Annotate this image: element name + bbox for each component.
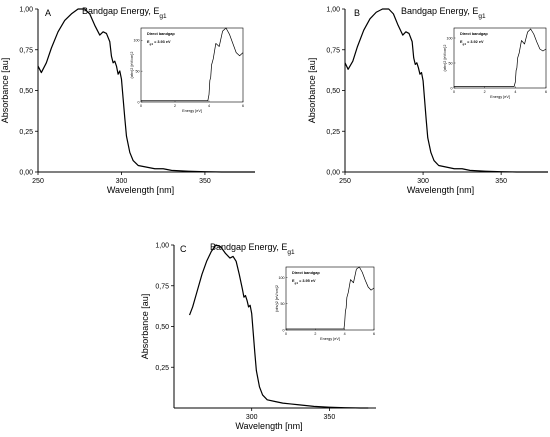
inset-x-tick-label: 6 xyxy=(373,332,375,336)
title-subscript: g1 xyxy=(287,249,295,256)
inset-x-axis-title: Energy [eV] xyxy=(182,109,202,113)
inset-x-tick-label: 2 xyxy=(174,104,176,108)
inset-legend-title: Direct bandgap xyxy=(460,32,488,36)
inset-y-tick-label: 0 xyxy=(283,328,285,332)
x-tick-label: 300 xyxy=(417,178,429,185)
x-tick-label: 300 xyxy=(116,178,128,185)
absorbance-curve xyxy=(37,8,255,173)
y-tick-label: 0,50 xyxy=(19,88,33,95)
chart-title: Bandgap Energy, Eg1 xyxy=(82,6,167,20)
inset-x-axis-title: Energy [eV] xyxy=(320,337,340,341)
inset-bandgap-value: Eg1 = 3.93 eV xyxy=(147,40,171,46)
inset-bandgap-value: Eg1 = 3.95 eV xyxy=(292,279,316,285)
y-tick-label: 0,50 xyxy=(155,324,169,331)
y-tick-label: 0,25 xyxy=(326,129,340,136)
y-tick-label: 0,75 xyxy=(155,283,169,290)
x-tick-label: 350 xyxy=(495,178,507,185)
panel-label: A xyxy=(45,8,51,18)
x-tick-label: 250 xyxy=(339,178,351,185)
inset-y-axis-title: (αhv)2 [eV/cm]2 xyxy=(443,45,447,72)
title-subscript: g1 xyxy=(478,13,486,20)
inset-y-axis-title: (αhv)2 [eV/cm]2 xyxy=(130,52,134,79)
inset-y-tick-label: 100 xyxy=(134,39,140,43)
y-tick-label: 0,50 xyxy=(326,88,340,95)
inset-value-subscript: g1 xyxy=(150,42,154,46)
y-tick-label: 0,25 xyxy=(155,365,169,372)
title-subscript: g1 xyxy=(159,13,167,20)
inset-frame xyxy=(140,27,244,103)
inset-value-text: = 3.95 eV xyxy=(298,279,316,283)
inset-y-tick-label: 0 xyxy=(451,86,453,90)
inset-x-tick-label: 0 xyxy=(453,90,455,94)
inset-chart: 0 50 100 0 2 4 6 Energy [eV] (αhv)2 [eV/cm]2 Dire… xyxy=(443,27,547,99)
y-tick-label: 0,00 xyxy=(19,170,33,177)
inset-x-axis-title: Energy [eV] xyxy=(490,95,510,99)
x-tick-label: 300 xyxy=(246,414,258,421)
inset-frame xyxy=(453,27,547,89)
y-tick-label: 1,00 xyxy=(155,243,169,250)
inset-legend-title: Direct bandgap xyxy=(292,271,320,275)
inset-x-tick-label: 2 xyxy=(314,332,316,336)
inset-frame xyxy=(285,266,375,331)
inset-chart: 0 50 100 0 2 4 6 Energy [eV] (αhv)2 [eV/cm]2 Dire… xyxy=(275,266,375,341)
inset-tauc-curve xyxy=(141,27,244,102)
y-tick-label: 0,25 xyxy=(19,129,33,136)
y-tick-label: 0,75 xyxy=(19,47,33,54)
inset-y-axis-title: (αhv)2 [eV/cm]2 xyxy=(275,285,279,312)
inset-bandgap-value: Eg1 = 3.92 eV xyxy=(460,40,484,46)
y-tick-label: 1,00 xyxy=(326,7,340,14)
inset-x-tick-label: 2 xyxy=(484,90,486,94)
inset-x-tick-label: 4 xyxy=(344,332,346,336)
y-axis-title: Absorbance [au] xyxy=(307,58,317,124)
inset-y-tick-label: 50 xyxy=(281,302,285,306)
inset-x-tick-label: 4 xyxy=(208,104,210,108)
absorbance-curve xyxy=(344,8,548,173)
inset-x-tick-label: 0 xyxy=(285,332,287,336)
chart-panel-c: 0,25 0,50 0,75 1,00 300 350 Wavelength [nm] Abs… xyxy=(140,242,376,431)
panel-label: C xyxy=(180,244,187,254)
inset-x-tick-label: 6 xyxy=(545,90,547,94)
inset-value-text: = 3.93 eV xyxy=(153,40,171,44)
chart-title: Bandgap Energy, Eg1 xyxy=(401,6,486,20)
absorbance-curve xyxy=(188,244,369,409)
x-axis-title: Wavelength [nm] xyxy=(235,421,302,431)
inset-x-tick-label: 6 xyxy=(242,104,244,108)
inset-y-tick-label: 100 xyxy=(279,276,285,280)
inset-tauc-curve xyxy=(286,266,375,330)
inset-y-tick-label: 0 xyxy=(138,100,140,104)
y-axis-title: Absorbance [au] xyxy=(0,58,10,124)
x-axis-title: Wavelength [nm] xyxy=(407,185,474,195)
inset-value-subscript: g1 xyxy=(295,281,299,285)
inset-y-tick-label: 50 xyxy=(449,61,453,65)
inset-y-tick-label: 50 xyxy=(136,69,140,73)
inset-value-subscript: g1 xyxy=(463,42,467,46)
inset-x-tick-label: 0 xyxy=(140,104,142,108)
y-tick-label: 0,00 xyxy=(326,170,340,177)
x-tick-label: 350 xyxy=(324,414,336,421)
inset-legend-title: Direct bandgap xyxy=(147,32,175,36)
inset-chart: 0 50 100 0 2 4 6 Energy [eV] (αhv)2 [eV/cm]2 Dire… xyxy=(130,27,244,113)
y-tick-label: 1,00 xyxy=(19,7,33,14)
y-axis-title: Absorbance [au] xyxy=(140,294,150,360)
x-axis-title: Wavelength [nm] xyxy=(107,185,174,195)
panel-label: B xyxy=(354,8,360,18)
x-tick-label: 350 xyxy=(199,178,211,185)
inset-value-text: = 3.92 eV xyxy=(466,40,484,44)
inset-y-tick-label: 100 xyxy=(447,36,453,40)
x-tick-label: 250 xyxy=(32,178,44,185)
inset-x-tick-label: 4 xyxy=(514,90,516,94)
y-tick-label: 0,75 xyxy=(326,47,340,54)
inset-tauc-curve xyxy=(454,28,547,87)
